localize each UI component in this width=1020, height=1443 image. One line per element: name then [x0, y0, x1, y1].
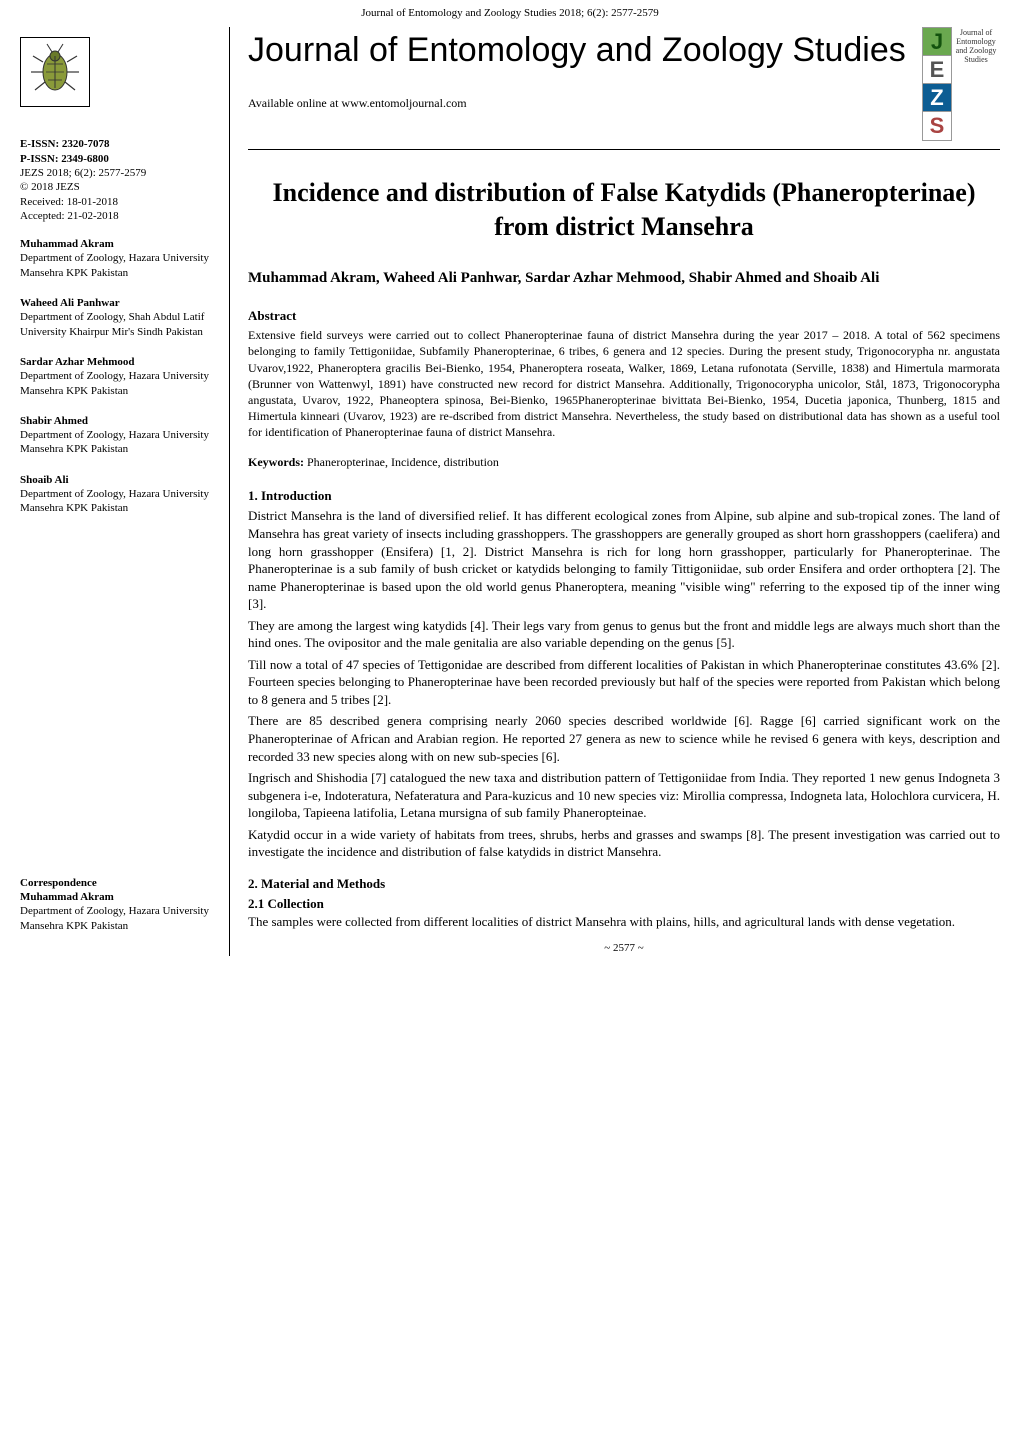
main-container: E-ISSN: 2320-7078 P-ISSN: 2349-6800 JEZS… — [0, 27, 1020, 956]
intro-heading: 1. Introduction — [248, 487, 1000, 505]
accepted-date: Accepted: 21-02-2018 — [20, 209, 211, 223]
sidebar-author: Shabir Ahmed Department of Zoology, Haza… — [20, 414, 211, 457]
author-name: Waheed Ali Panhwar — [20, 296, 211, 310]
badge-letter-z: Z — [923, 84, 951, 112]
journal-title: Journal of Entomology and Zoology Studie… — [248, 27, 922, 75]
abstract-text: Extensive field surveys were carried out… — [248, 327, 1000, 440]
publication-meta: E-ISSN: 2320-7078 P-ISSN: 2349-6800 JEZS… — [20, 137, 211, 223]
sidebar-author: Sardar Azhar Mehmood Department of Zoolo… — [20, 355, 211, 398]
article-authors: Muhammad Akram, Waheed Ali Panhwar, Sard… — [248, 268, 1000, 289]
intro-para-6: Katydid occur in a wide variety of habit… — [248, 826, 1000, 861]
collection-heading: 2.1 Collection — [248, 895, 1000, 913]
correspondence-aff: Department of Zoology, Hazara University… — [20, 904, 211, 933]
intro-para-4: There are 85 described genera comprising… — [248, 712, 1000, 765]
article-title: Incidence and distribution of False Katy… — [248, 176, 1000, 244]
author-name: Shabir Ahmed — [20, 414, 211, 428]
badge-letter-j: J — [923, 28, 951, 56]
intro-para-2: They are among the largest wing katydids… — [248, 617, 1000, 652]
author-name: Shoaib Ali — [20, 473, 211, 487]
horizontal-divider — [248, 149, 1000, 150]
intro-para-5: Ingrisch and Shishodia [7] catalogued th… — [248, 769, 1000, 822]
author-affiliation: Department of Zoology, Hazara University… — [20, 369, 211, 398]
bug-logo-icon — [25, 42, 85, 102]
p-issn: P-ISSN: 2349-6800 — [20, 152, 211, 166]
keywords-text: Phaneropterinae, Incidence, distribution — [307, 455, 499, 469]
author-name: Muhammad Akram — [20, 237, 211, 251]
intro-para-1: District Mansehra is the land of diversi… — [248, 507, 1000, 612]
correspondence-label: Correspondence — [20, 876, 211, 890]
abstract-heading: Abstract — [248, 307, 1000, 325]
badge-letter-e: E — [923, 56, 951, 84]
collection-text: The samples were collected from differen… — [248, 913, 1000, 931]
journal-logo — [20, 37, 90, 107]
journal-badge-wrapper: J E Z S Journal of Entomology and Zoolog… — [922, 27, 1000, 141]
sidebar-author: Shoaib Ali Department of Zoology, Hazara… — [20, 473, 211, 516]
abstract-section: Abstract Extensive field surveys were ca… — [248, 307, 1000, 471]
journal-url: Available online at www.entomoljournal.c… — [248, 95, 922, 112]
introduction-section: 1. Introduction District Mansehra is the… — [248, 487, 1000, 861]
author-affiliation: Department of Zoology, Hazara University… — [20, 251, 211, 280]
main-content: Journal of Entomology and Zoology Studie… — [230, 27, 1000, 956]
page-number: ~ 2577 ~ — [248, 941, 1000, 956]
author-affiliation: Department of Zoology, Shah Abdul Latif … — [20, 310, 211, 339]
sidebar-author: Waheed Ali Panhwar Department of Zoology… — [20, 296, 211, 339]
methods-section: 2. Material and Methods 2.1 Collection T… — [248, 875, 1000, 931]
methods-heading: 2. Material and Methods — [248, 875, 1000, 893]
copyright: © 2018 JEZS — [20, 180, 211, 194]
sidebar-author: Muhammad Akram Department of Zoology, Ha… — [20, 237, 211, 280]
badge-caption: Journal of Entomology and Zoology Studie… — [952, 27, 1000, 66]
author-affiliation: Department of Zoology, Hazara University… — [20, 428, 211, 457]
running-head: Journal of Entomology and Zoology Studie… — [0, 0, 1020, 27]
keywords-line: Keywords: Phaneropterinae, Incidence, di… — [248, 454, 1000, 471]
author-affiliation: Department of Zoology, Hazara University… — [20, 487, 211, 516]
author-name: Sardar Azhar Mehmood — [20, 355, 211, 369]
journal-badge: J E Z S — [922, 27, 952, 141]
left-sidebar: E-ISSN: 2320-7078 P-ISSN: 2349-6800 JEZS… — [20, 27, 230, 956]
keywords-label: Keywords: — [248, 455, 304, 469]
correspondence-name: Muhammad Akram — [20, 890, 211, 904]
journal-header: Journal of Entomology and Zoology Studie… — [248, 27, 1000, 141]
e-issn: E-ISSN: 2320-7078 — [20, 137, 211, 151]
intro-para-3: Till now a total of 47 species of Tettig… — [248, 656, 1000, 709]
citation: JEZS 2018; 6(2): 2577-2579 — [20, 166, 211, 180]
journal-title-block: Journal of Entomology and Zoology Studie… — [248, 27, 922, 111]
received-date: Received: 18-01-2018 — [20, 195, 211, 209]
badge-letter-s: S — [923, 112, 951, 140]
correspondence: Correspondence Muhammad Akram Department… — [20, 876, 211, 933]
